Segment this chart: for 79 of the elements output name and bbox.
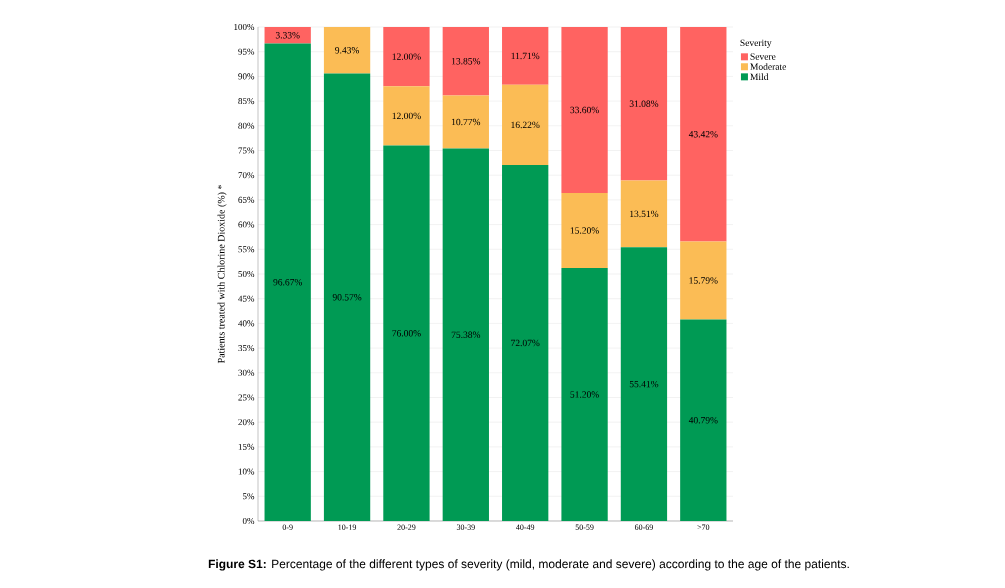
x-tick-label: 30-39 — [456, 524, 475, 530]
bar — [561, 192, 608, 269]
x-tick-label: 20-29 — [397, 524, 416, 530]
y-tick-label: 25% — [238, 394, 255, 401]
data-label: 11.71% — [511, 52, 540, 60]
y-tick-label: 75% — [238, 147, 255, 154]
data-label: 9.43% — [335, 47, 360, 54]
data-label: 51.20% — [570, 391, 599, 398]
bar — [561, 268, 608, 521]
bar — [561, 26, 608, 193]
bar — [442, 26, 489, 96]
bar — [442, 148, 489, 521]
x-tick-label: 60-69 — [634, 524, 653, 530]
data-label: 3.33% — [275, 31, 300, 39]
data-label: 31.08% — [629, 100, 659, 107]
data-label: 43.42% — [688, 131, 718, 138]
y-axis-title: Patients treated with Chlorine Dioxide (%) * — [217, 185, 227, 364]
y-tick-label: 85% — [238, 98, 255, 105]
bar — [323, 73, 371, 521]
data-label: 13.85% — [452, 57, 481, 65]
legend-label: Severe — [750, 53, 776, 60]
x-tick-label: 10-19 — [338, 524, 357, 530]
bar — [502, 26, 549, 85]
y-tick-label: 55% — [238, 246, 255, 253]
y-tick-label: 90% — [238, 73, 255, 80]
bar — [383, 26, 430, 87]
bar — [383, 145, 430, 521]
data-label: 12.00% — [392, 112, 421, 120]
data-label: 55.41% — [629, 380, 659, 388]
bar — [620, 180, 668, 248]
y-tick-label: 80% — [238, 122, 255, 129]
data-label: 15.79% — [689, 277, 718, 284]
y-tick-label: 20% — [238, 419, 255, 426]
bar — [383, 86, 430, 146]
y-tick-label: 40% — [238, 320, 255, 327]
data-label: 40.79% — [688, 417, 718, 424]
bar — [502, 84, 549, 165]
data-label: 76.00% — [392, 330, 421, 337]
bar — [323, 26, 371, 74]
data-label: 16.22% — [511, 121, 540, 129]
y-tick-label: 0% — [242, 517, 255, 525]
text: Figure S1: Percentage of the different types of severity (mild, moderate and severe) according to the age of the patients. — [208, 559, 849, 571]
data-label: 13.51% — [630, 210, 659, 218]
y-tick-label: 50% — [238, 270, 255, 278]
legend-label: Moderate — [750, 63, 787, 70]
data-label: 33.60% — [570, 106, 599, 114]
data-label: 15.20% — [570, 227, 599, 234]
y-tick-label: 95% — [238, 48, 255, 55]
bar — [264, 26, 311, 44]
x-tick-label: 40-49 — [516, 524, 535, 530]
y-tick-label: 70% — [238, 172, 255, 179]
legend-label: Mild — [750, 73, 769, 80]
y-tick-label: 10% — [238, 468, 255, 475]
data-label: 96.67% — [273, 278, 303, 286]
bar — [680, 241, 727, 320]
data-label: 10.77% — [452, 118, 481, 126]
y-tick-label: 35% — [238, 345, 255, 352]
bar — [442, 95, 489, 149]
data-label: 75.38% — [451, 331, 481, 339]
y-tick-label: 15% — [238, 443, 255, 450]
y-tick-label: 45% — [238, 295, 255, 302]
bar — [502, 164, 549, 521]
y-tick-label: 100% — [234, 23, 255, 31]
data-label: 90.57% — [332, 294, 362, 301]
x-tick-label: 50-59 — [575, 524, 594, 530]
data-label: 72.07% — [511, 339, 540, 347]
bar — [620, 247, 668, 521]
x-tick-label: >70 — [697, 524, 710, 530]
y-tick-label: 65% — [238, 196, 255, 203]
y-tick-label: 60% — [238, 221, 255, 228]
y-tick-label: 30% — [238, 369, 255, 376]
data-label: 12.00% — [392, 53, 421, 60]
bar — [680, 26, 727, 242]
y-tick-label: 5% — [242, 493, 255, 500]
x-tick-label: 0-9 — [282, 524, 293, 530]
bar — [620, 26, 668, 181]
legend-title: Severity — [740, 39, 772, 49]
bar — [264, 43, 311, 521]
bar — [680, 319, 727, 521]
